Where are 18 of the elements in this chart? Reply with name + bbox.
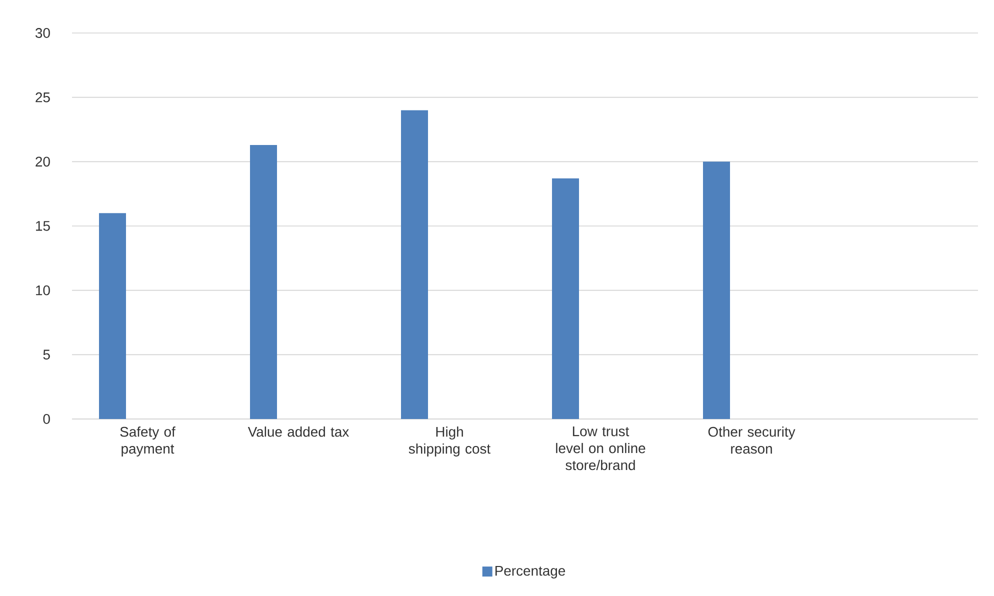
legend-label: Percentage bbox=[495, 566, 566, 578]
bar bbox=[99, 213, 126, 419]
y-tick-label: 10 bbox=[36, 285, 50, 296]
y-tick-label: 30 bbox=[35, 28, 50, 38]
bar bbox=[703, 162, 730, 419]
x-tick-label: Low trust level on online store/brand bbox=[556, 426, 646, 470]
bar bbox=[552, 178, 580, 419]
y-tick-label: 0 bbox=[43, 414, 50, 424]
y-tick-label: 25 bbox=[36, 92, 50, 102]
bar bbox=[250, 144, 277, 419]
x-tick-label: Other security reason bbox=[708, 426, 796, 454]
y-tick-label: 20 bbox=[36, 156, 50, 167]
x-tick-label: Safety of payment bbox=[120, 426, 176, 456]
bar bbox=[401, 110, 428, 419]
x-tick-label: Value added tax bbox=[248, 426, 349, 437]
y-tick-label: 15 bbox=[36, 221, 50, 231]
y-tick-label: 5 bbox=[43, 350, 50, 360]
x-tick-label: High shipping cost bbox=[408, 426, 490, 456]
